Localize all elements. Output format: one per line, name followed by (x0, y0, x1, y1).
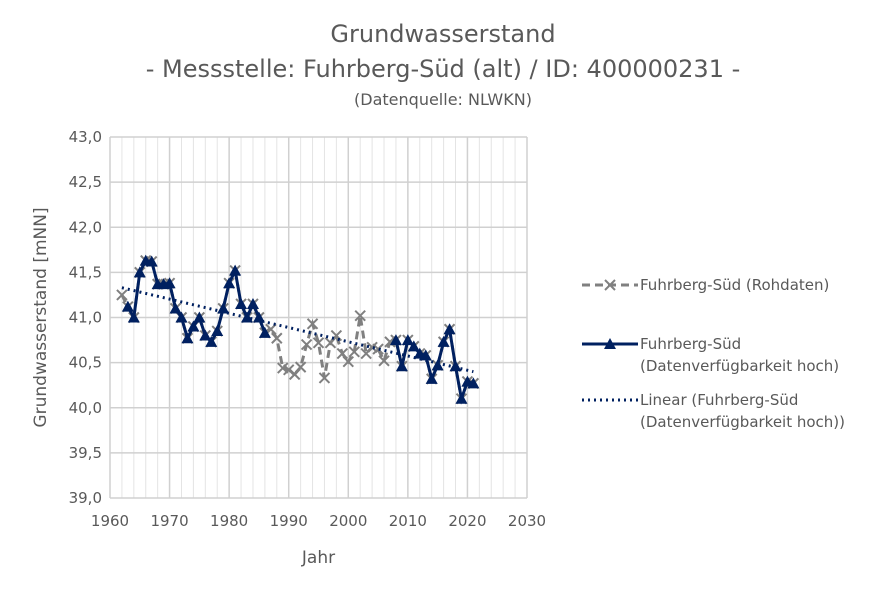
legend-hoch-marker (604, 338, 616, 349)
series-hoch-point (223, 277, 236, 289)
y-tick-label: 42,5 (69, 173, 102, 191)
series-hoch-point (449, 360, 462, 372)
x-axis-title: Jahr (301, 548, 335, 568)
series-hoch-point (389, 334, 402, 346)
series-hoch-point (193, 311, 206, 323)
series-rohdaten-point (372, 343, 384, 355)
legend-hoch: Fuhrberg-Süd (Datenverfügbarkeit hoch) (640, 335, 840, 375)
series-hoch-point (443, 323, 456, 335)
series-rohdaten-point (294, 361, 307, 373)
y-tick-label: 41,0 (69, 309, 102, 327)
series-hoch-point (145, 255, 158, 267)
series-hoch-point (419, 349, 432, 361)
y-tick-label: 41,5 (69, 263, 102, 281)
series-rohdaten-point (378, 355, 390, 367)
series-rohdaten-point (318, 372, 331, 384)
series-hoch-point (127, 311, 140, 323)
series-hoch-point (467, 377, 480, 389)
series-hoch-point (199, 329, 212, 341)
series-hoch-point (175, 311, 188, 323)
y-tick-label: 40,0 (69, 399, 102, 417)
y-tick-label: 39,0 (69, 489, 102, 507)
chart-source: (Datenquelle: NLWKN) (354, 90, 532, 109)
series-hoch-point (258, 326, 271, 338)
series-rohdaten-point (300, 338, 313, 351)
series-rohdaten-point (116, 289, 128, 301)
x-tick-label: 2000 (329, 512, 367, 530)
legend-rohdaten: Fuhrberg-Süd (Rohdaten) (640, 276, 830, 294)
x-tick-label: 1970 (150, 512, 188, 530)
y-axis-title: Grundwasserstand [mNN] (31, 207, 51, 427)
x-tick-label: 1960 (91, 512, 129, 530)
series-rohdaten-point (348, 346, 360, 358)
y-tick-label: 43,0 (69, 128, 102, 146)
series-hoch-point (437, 335, 450, 347)
y-tick-label: 39,5 (69, 444, 102, 462)
series-rohdaten-point (283, 364, 295, 376)
series-hoch-point (211, 325, 224, 337)
series-hoch-point (425, 372, 438, 384)
series-rohdaten-point (336, 347, 349, 360)
series-hoch-point (401, 334, 414, 346)
chart-title: Grundwasserstand (330, 20, 556, 48)
series-hoch-point (252, 311, 265, 323)
series-hoch-point (455, 392, 468, 404)
series-hoch-point (217, 302, 230, 314)
x-tick-label: 2020 (448, 512, 486, 530)
series-rohdaten-point (342, 356, 354, 368)
series-hoch-point (241, 311, 254, 323)
legend-linear: Linear (Fuhrberg-Süd (Datenverfügbarkeit … (640, 391, 846, 431)
series-hoch-point (133, 266, 146, 278)
series-hoch-point (431, 359, 444, 371)
legend-rohdaten-marker (604, 279, 616, 291)
y-tick-label: 42,0 (69, 218, 102, 236)
series-rohdaten-point (354, 309, 366, 322)
series-hoch-point (169, 302, 182, 314)
x-tick-label: 1990 (270, 512, 308, 530)
series-hoch-point (407, 340, 420, 352)
x-tick-label: 2030 (508, 512, 546, 530)
series-hoch-point (205, 335, 218, 347)
series-hoch-point (235, 297, 248, 309)
chart-subtitle: - Messstelle: Fuhrberg-Süd (alt) / ID: 4… (145, 55, 741, 83)
series-hoch-point (187, 320, 200, 332)
x-tick-label: 1980 (210, 512, 248, 530)
series-rohdaten-point (312, 337, 325, 349)
series-hoch-point (229, 264, 242, 276)
series-hoch-point (246, 297, 259, 309)
series-hoch-point (121, 300, 134, 312)
series-hoch-point (395, 360, 408, 372)
series-hoch-point (163, 277, 176, 289)
x-tick-label: 2010 (389, 512, 427, 530)
series-rohdaten-point (271, 332, 283, 344)
y-tick-label: 40,5 (69, 354, 102, 372)
series-rohdaten-point (306, 318, 319, 330)
series-hoch-point (181, 332, 194, 344)
